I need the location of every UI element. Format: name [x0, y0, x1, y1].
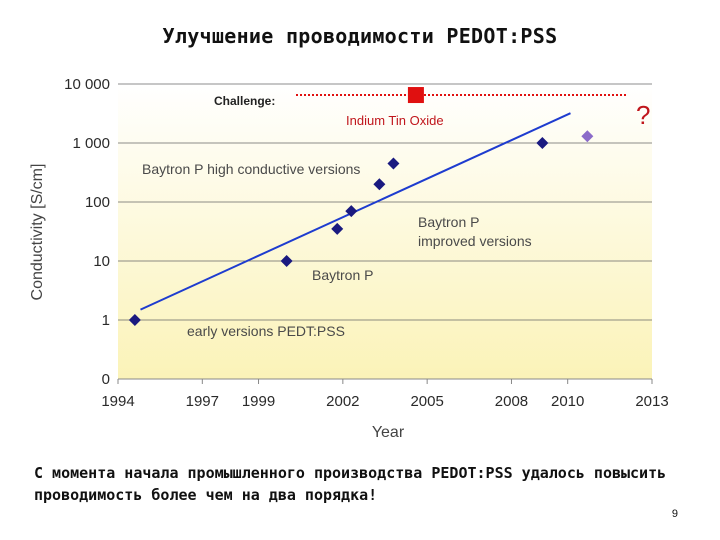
y-tick-label: 1 000	[72, 135, 110, 152]
y-tick-label: 10 000	[64, 76, 110, 93]
y-tick-label: 100	[85, 194, 110, 211]
x-tick-label: 1999	[242, 393, 275, 410]
x-tick-label: 1997	[186, 393, 219, 410]
annotation-baytron-p: Baytron P	[312, 267, 373, 283]
x-tick-label: 2005	[410, 393, 443, 410]
ito-label: Indium Tin Oxide	[346, 113, 444, 128]
x-axis-label: Year	[372, 424, 405, 441]
slide-title: Улучшение проводимости PEDOT:PSS	[162, 24, 558, 48]
data-point	[373, 178, 386, 191]
conductivity-chart: 1994 1997 1999 2002 2005 2008 2010 2013 0 1 10 100…	[29, 76, 669, 441]
page-number: 9	[671, 508, 678, 520]
y-tick-label: 10	[93, 253, 110, 270]
x-tick-label: 2008	[495, 393, 528, 410]
data-point	[128, 314, 141, 326]
annotation-baytron-p-improved-1: Baytron P	[418, 214, 479, 230]
data-point	[581, 130, 594, 143]
x-tick-label: 1994	[101, 393, 134, 410]
data-point	[280, 255, 293, 267]
data-point	[331, 222, 344, 235]
question-mark: ?	[636, 100, 650, 130]
data-point	[387, 157, 400, 170]
data-point	[345, 205, 358, 218]
plot-area	[118, 84, 652, 379]
annotation-early-versions: early versions PEDT:PSS	[187, 323, 345, 339]
y-tick-label: 0	[102, 371, 110, 388]
y-axis-label: Conductivity [S/cm]	[29, 164, 46, 301]
slide-caption: С момента начала промышленного производс…	[34, 464, 667, 504]
annotation-high-conductive: Baytron P high conductive versions	[142, 161, 360, 177]
x-tick-label: 2013	[635, 393, 668, 410]
x-tick-label: 2010	[551, 393, 584, 410]
challenge-label: Challenge:	[214, 94, 275, 108]
y-tick-label: 1	[102, 312, 110, 329]
data-point	[536, 137, 549, 149]
annotation-baytron-p-improved-2: improved versions	[418, 233, 532, 249]
ito-target-marker	[407, 87, 424, 104]
x-tick-label: 2002	[326, 393, 359, 410]
